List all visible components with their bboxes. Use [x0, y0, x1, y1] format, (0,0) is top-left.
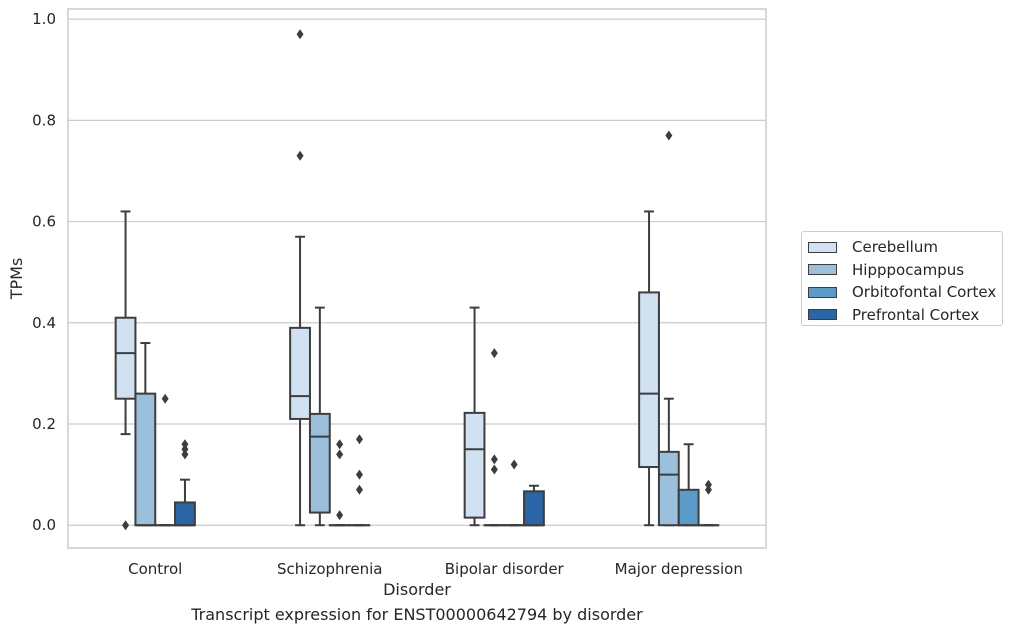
- figure-caption: Transcript expression for ENST0000064279…: [191, 605, 643, 624]
- outlier-point: [336, 439, 344, 450]
- box-1-0: [289, 29, 311, 527]
- legend-label: Orbitofontal Cortex: [852, 283, 997, 302]
- box-1-1: [308, 306, 331, 527]
- outlier-point: [355, 434, 363, 445]
- outlier-point: [181, 439, 189, 450]
- outlier-point: [665, 130, 673, 141]
- legend-item-prefrontal: Prefrontal Cortex: [802, 304, 1002, 327]
- y-tick-label: 0.6: [32, 213, 56, 231]
- y-tick-label: 0.4: [32, 314, 56, 332]
- box-3-2: [677, 443, 700, 527]
- box-iqr: [523, 490, 545, 527]
- box-iqr: [289, 326, 311, 420]
- outlier-point: [355, 484, 363, 495]
- box-0-1: [134, 342, 157, 527]
- box-iqr: [638, 291, 660, 469]
- outlier-point: [296, 150, 304, 161]
- legend-swatch: [808, 264, 837, 276]
- outlier-point: [181, 444, 189, 455]
- box-1-3: [348, 434, 371, 527]
- box-0-3: [174, 439, 196, 527]
- outlier-point: [490, 464, 498, 475]
- box-layer: [114, 29, 720, 531]
- x-axis-title: Disorder: [383, 580, 451, 599]
- legend-swatch: [808, 241, 837, 253]
- x-tick-label: Schizophrenia: [277, 560, 382, 578]
- legend: Cerebellum Hipppocampus Orbitofontal Cor…: [801, 231, 1003, 326]
- outlier-point: [336, 449, 344, 460]
- gridlines: [68, 18, 766, 526]
- box-iqr: [114, 316, 137, 400]
- outlier-point: [181, 449, 189, 460]
- y-tick-label: 1.0: [32, 10, 56, 28]
- box-2-2: [503, 459, 526, 527]
- box-iqr: [174, 501, 196, 527]
- box-3-3: [697, 479, 720, 527]
- box-2-1: [483, 348, 506, 527]
- box-3-1: [657, 130, 680, 527]
- outlier-point: [296, 29, 304, 40]
- outlier-point: [336, 510, 344, 521]
- box-2-3: [523, 484, 545, 527]
- legend-label: Hipppocampus: [852, 260, 965, 279]
- outlier-point: [704, 479, 712, 490]
- outlier-point: [704, 484, 712, 495]
- box-0-2: [154, 393, 177, 527]
- legend-label: Cerebellum: [852, 238, 938, 257]
- legend-item-cerebellum: Cerebellum: [802, 236, 1002, 259]
- outlier-point: [510, 459, 518, 470]
- x-tick-label: Bipolar disorder: [445, 560, 565, 578]
- box-2-0: [463, 306, 486, 527]
- outlier-point: [490, 454, 498, 465]
- outlier-point: [161, 393, 169, 404]
- tick-labels: 0.0 0.2 0.4 0.6 0.8 1.0 Control Schizophrenia Bi…: [32, 10, 743, 578]
- box-iqr: [677, 488, 700, 527]
- outlier-point: [122, 520, 130, 531]
- box-iqr: [308, 412, 331, 514]
- box-iqr: [463, 411, 486, 519]
- legend-item-orbitofrontal: Orbitofontal Cortex: [802, 281, 1002, 304]
- legend-swatch: [808, 286, 837, 298]
- plot-frame: [67, 8, 767, 549]
- box-1-2: [328, 439, 351, 527]
- box-iqr: [134, 392, 157, 527]
- y-tick-label: 0.8: [32, 111, 56, 129]
- legend-label: Prefrontal Cortex: [852, 305, 980, 324]
- y-tick-label: 0.2: [32, 415, 56, 433]
- y-axis-title: TPMs: [7, 258, 26, 301]
- outlier-point: [355, 469, 363, 480]
- box-0-0: [114, 210, 137, 531]
- legend-item-hippocampus: Hipppocampus: [802, 259, 1002, 282]
- outlier-point: [490, 348, 498, 359]
- x-tick-label: Major depression: [615, 560, 743, 578]
- box-3-0: [638, 210, 660, 527]
- box-iqr: [657, 450, 680, 527]
- x-tick-label: Control: [128, 560, 182, 578]
- legend-swatch: [808, 309, 837, 321]
- y-tick-label: 0.0: [32, 516, 56, 534]
